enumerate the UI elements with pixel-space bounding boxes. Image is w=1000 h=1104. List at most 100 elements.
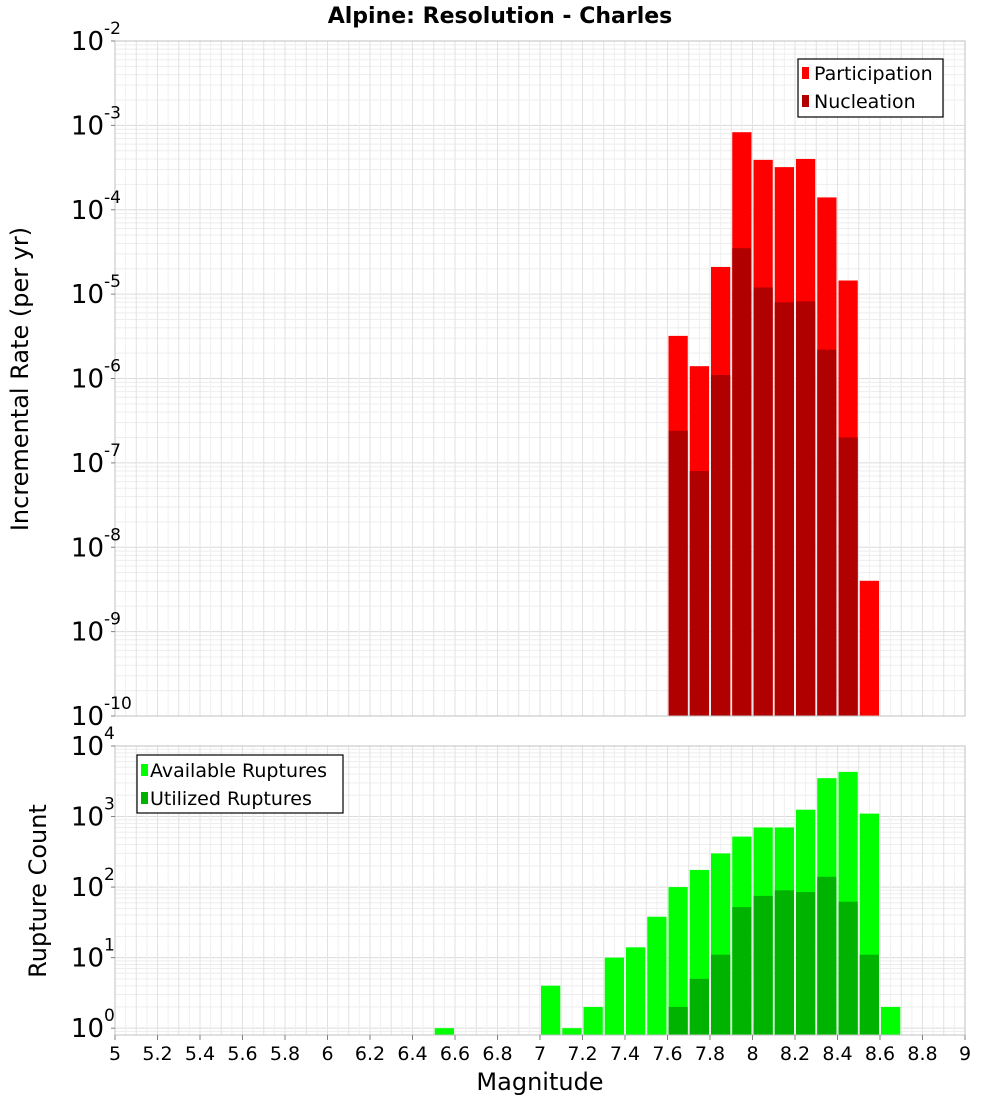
- y-tick-base: 10: [71, 732, 104, 762]
- y-tick-base: 10: [71, 27, 104, 57]
- bottom-bar-available-ruptures: [583, 1006, 603, 1035]
- bottom-legend-box: [136, 754, 344, 814]
- x-tick-label: 8: [746, 1043, 758, 1065]
- top-bar-nucleation: [753, 287, 773, 716]
- bottom-legend: Available Ruptures Utilized Ruptures: [136, 754, 344, 814]
- bottom-bar-utilized-ruptures: [817, 876, 837, 1035]
- x-tick-label: 7.8: [695, 1043, 725, 1065]
- y-tick-exponent: -6: [104, 357, 121, 377]
- bottom-bar-utilized-ruptures: [859, 954, 879, 1035]
- y-tick-label: 10 3: [71, 795, 115, 833]
- y-tick-exponent: -9: [104, 610, 121, 630]
- y-tick-label: 10 -10: [71, 694, 132, 732]
- x-tick-label: 6: [321, 1043, 333, 1065]
- legend-label-available: Available Ruptures: [150, 760, 327, 782]
- y-tick-exponent: 0: [104, 1006, 115, 1026]
- top-legend-box: [797, 58, 944, 118]
- bottom-bar-utilized-ruptures: [838, 901, 858, 1035]
- legend-swatch-utilized: [141, 792, 148, 804]
- bottom-bar-available-ruptures: [562, 1028, 582, 1035]
- y-tick-base: 10: [71, 533, 104, 563]
- top-bar-nucleation: [796, 301, 816, 716]
- y-tick-base: 10: [71, 449, 104, 479]
- top-bar-nucleation: [689, 471, 709, 716]
- top-bar-nucleation: [711, 375, 731, 716]
- top-bar-nucleation: [817, 349, 837, 716]
- bottom-panel-bars: [434, 771, 901, 1035]
- y-tick-label: 10 -6: [71, 357, 121, 395]
- y-tick-label: 10 -8: [71, 525, 121, 563]
- x-tick-label: 5.6: [227, 1043, 257, 1065]
- y-tick-base: 10: [71, 196, 104, 226]
- y-tick-base: 10: [71, 618, 104, 648]
- y-tick-exponent: -8: [104, 525, 121, 545]
- x-tick-label: 6.2: [355, 1043, 385, 1065]
- bottom-bar-available-ruptures: [604, 957, 624, 1035]
- x-axis-label: Magnitude: [476, 1068, 603, 1096]
- bottom-bar-utilized-ruptures: [753, 895, 773, 1035]
- y-tick-base: 10: [71, 873, 104, 903]
- y-tick-exponent: -2: [104, 19, 121, 39]
- legend-swatch-participation: [802, 67, 809, 79]
- x-tick-label: 7: [534, 1043, 546, 1065]
- x-tick-label: 5.2: [142, 1043, 172, 1065]
- y-tick-label: 10 0: [71, 1006, 115, 1044]
- x-tick-label: 5.4: [185, 1043, 215, 1065]
- x-tick-label: 9: [959, 1043, 971, 1065]
- bottom-bar-utilized-ruptures: [732, 907, 752, 1035]
- y-tick-label: 10 -2: [71, 19, 121, 57]
- y-tick-exponent: -5: [104, 272, 121, 292]
- y-tick-base: 10: [71, 111, 104, 141]
- y-tick-label: 10 -4: [71, 188, 121, 226]
- y-tick-base: 10: [71, 1014, 104, 1044]
- y-tick-exponent: -4: [104, 188, 121, 208]
- x-tick-label: 7.4: [610, 1043, 640, 1065]
- x-tick-label: 6.8: [482, 1043, 512, 1065]
- x-tick-label: 7.6: [652, 1043, 682, 1065]
- top-bar-nucleation: [774, 302, 794, 716]
- y-tick-base: 10: [71, 944, 104, 974]
- y-tick-exponent: -7: [104, 441, 121, 461]
- y-tick-exponent: -3: [104, 103, 121, 123]
- x-axis-ticks: 5 5.2 5.4 5.6 5.8 6 6.2 6.4 6.6 6.8 7 7.2 7.4 7.6 7.8 8…: [109, 1035, 971, 1065]
- bottom-bar-available-ruptures: [541, 985, 561, 1035]
- legend-label-participation: Participation: [814, 63, 933, 85]
- y-tick-exponent: 1: [104, 936, 115, 956]
- bottom-bar-available-ruptures: [647, 916, 667, 1035]
- top-panel-grid: [114, 40, 966, 717]
- legend-swatch-available: [141, 764, 148, 776]
- y-tick-label: 10 -3: [71, 103, 121, 141]
- bottom-bar-utilized-ruptures: [668, 1006, 688, 1035]
- top-legend: Participation Nucleation: [797, 58, 944, 118]
- x-tick-label: 6.4: [397, 1043, 427, 1065]
- y-tick-label: 10 -9: [71, 610, 121, 648]
- bottom-bar-utilized-ruptures: [774, 890, 794, 1035]
- top-panel-bars: [668, 132, 879, 717]
- y-tick-base: 10: [71, 702, 104, 732]
- top-bar-nucleation: [732, 248, 752, 717]
- legend-swatch-nucleation: [802, 95, 809, 107]
- x-tick-label: 8.8: [907, 1043, 937, 1065]
- y-tick-exponent: -10: [104, 694, 132, 714]
- legend-label-utilized: Utilized Ruptures: [150, 788, 312, 810]
- y-tick-label: 10 -5: [71, 272, 121, 310]
- x-tick-label: 8.2: [780, 1043, 810, 1065]
- legend-label-nucleation: Nucleation: [814, 91, 916, 113]
- y-tick-base: 10: [71, 365, 104, 395]
- bottom-bar-utilized-ruptures: [796, 892, 816, 1035]
- bottom-bar-utilized-ruptures: [711, 954, 731, 1035]
- bottom-y-axis-label: Rupture Count: [24, 804, 52, 978]
- bottom-bar-available-ruptures: [881, 1006, 901, 1035]
- top-bar-nucleation: [668, 430, 688, 716]
- y-tick-label: 10 2: [71, 865, 115, 903]
- bottom-bar-available-ruptures: [626, 947, 646, 1035]
- y-tick-label: 10 4: [71, 724, 115, 762]
- bottom-bar-available-ruptures: [434, 1028, 454, 1035]
- x-tick-label: 6.6: [440, 1043, 470, 1065]
- y-tick-exponent: 2: [104, 865, 115, 885]
- bottom-bar-utilized-ruptures: [689, 978, 709, 1035]
